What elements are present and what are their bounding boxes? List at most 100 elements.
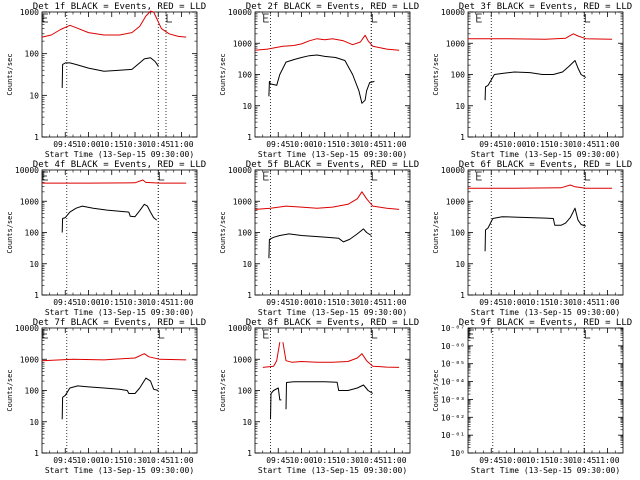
y-tick-label: 10 (29, 418, 39, 427)
x-tick-label: 10:15 (100, 456, 124, 465)
series-events-line (61, 203, 158, 233)
plot-frame (467, 11, 624, 138)
y-tick-label: 1000 (446, 39, 465, 48)
y-tick-label: 1000 (20, 197, 39, 206)
y-axis-label: Counts/sec (219, 53, 227, 95)
x-tick-label: 10:45 (359, 140, 383, 149)
series-lld-line (282, 342, 400, 368)
series-lld-line (41, 10, 187, 38)
y-tick-label: 10⁻⁰¹ (441, 431, 465, 440)
y-tick-label: 10 (455, 102, 465, 111)
y-tick-label: 10⁻⁰⁶ (441, 342, 465, 351)
plot-frame (41, 327, 198, 454)
panel-title: Det 1f BLACK = Events, RED = LLD (33, 2, 206, 12)
x-tick-label: 10:45 (146, 298, 170, 307)
y-tick-label: 10000 (441, 8, 465, 17)
x-tick-label: 10:45 (572, 298, 596, 307)
end-marker-glyph (371, 330, 378, 339)
x-tick-label: 09:45 (266, 456, 290, 465)
x-tick-label: 10:30 (123, 298, 147, 307)
panel-det-5: Det 5f BLACK = Events, RED = LLD Counts/s… (219, 160, 419, 317)
x-tick-label: 10:15 (526, 140, 550, 149)
panel-title: Det 9f BLACK = Events, RED = LLD (459, 318, 632, 328)
plot-frame (254, 11, 411, 138)
y-tick-label: 1 (247, 449, 252, 458)
start-marker-glyph (263, 171, 269, 181)
start-marker-glyph (42, 329, 48, 339)
x-tick-label: 10:00 (502, 140, 526, 149)
x-tick-label: 10:45 (572, 140, 596, 149)
x-tick-label: 09:45 (53, 298, 77, 307)
y-tick-label: 10 (242, 260, 252, 269)
y-tick-label: 100 (238, 229, 253, 238)
start-marker-glyph (263, 13, 269, 23)
y-tick-label: 100 (451, 229, 466, 238)
y-tick-label: 1 (247, 291, 252, 300)
x-tick-label: 10:00 (76, 298, 100, 307)
x-axis-label: Start Time (13-Sep-15 09:30:00) (258, 466, 407, 475)
x-axis-label: Start Time (13-Sep-15 09:30:00) (258, 150, 407, 159)
y-tick-label: 100 (25, 387, 40, 396)
y-tick-label: 10⁻⁰⁴ (441, 378, 465, 387)
x-tick-label: 10:15 (526, 456, 550, 465)
y-axis-label: Counts/sec (6, 211, 14, 253)
series-lld-line (468, 184, 613, 189)
x-axis-label: Start Time (13-Sep-15 09:30:00) (258, 308, 407, 317)
x-axis-label: Start Time (13-Sep-15 09:30:00) (471, 466, 620, 475)
x-tick-label: 10:30 (336, 298, 360, 307)
y-tick-label: 10 (242, 418, 252, 427)
y-axis-label: Counts/sec (432, 211, 440, 253)
x-tick-label: 10:30 (336, 140, 360, 149)
start-marker-glyph (42, 13, 48, 23)
x-tick-label: 10:15 (526, 298, 550, 307)
y-tick-label: 100 (238, 71, 253, 80)
start-marker-glyph (476, 171, 482, 181)
y-axis-label: Counts/sec (219, 211, 227, 253)
start-marker-glyph (476, 13, 482, 23)
x-tick-label: 10:45 (359, 456, 383, 465)
x-axis-label: Start Time (13-Sep-15 09:30:00) (45, 150, 194, 159)
x-tick-label: 11:00 (169, 298, 193, 307)
y-tick-label: 1 (34, 133, 39, 142)
x-tick-label: 10:30 (549, 298, 573, 307)
panel-det-9: Det 9f BLACK = Events, RED = LLD Counts/s… (432, 318, 632, 475)
panel-det-3: Det 3f BLACK = Events, RED = LLD Counts/s… (432, 2, 632, 159)
x-tick-label: 10:00 (76, 456, 100, 465)
x-tick-label: 10:45 (572, 456, 596, 465)
series-lld-line (262, 342, 281, 368)
x-tick-label: 09:45 (479, 456, 503, 465)
x-tick-label: 09:45 (266, 298, 290, 307)
y-tick-label: 100 (451, 71, 466, 80)
y-tick-label: 1 (34, 291, 39, 300)
start-marker-glyph (263, 329, 269, 339)
end-marker-glyph (166, 14, 172, 23)
y-tick-label: 10⁻⁰³ (441, 395, 465, 404)
end-marker-glyph (158, 330, 165, 339)
x-tick-label: 10:00 (289, 298, 313, 307)
x-tick-label: 10:15 (100, 298, 124, 307)
x-tick-label: 10:30 (549, 456, 573, 465)
y-tick-label: 1000 (446, 197, 465, 206)
x-tick-label: 10:45 (146, 456, 170, 465)
end-marker-glyph (584, 330, 591, 339)
x-tick-label: 10:30 (549, 140, 573, 149)
panel-title: Det 2f BLACK = Events, RED = LLD (246, 2, 419, 12)
start-marker-glyph (42, 171, 48, 181)
end-marker-glyph (371, 14, 378, 23)
x-tick-label: 11:00 (595, 456, 619, 465)
x-tick-label: 10:00 (502, 456, 526, 465)
series-events-line (268, 54, 375, 104)
y-tick-label: 100 (25, 50, 40, 59)
plot-frame (254, 327, 411, 454)
panel-title: Det 6f BLACK = Events, RED = LLD (459, 160, 632, 170)
x-tick-label: 10:00 (289, 456, 313, 465)
x-tick-label: 09:45 (479, 298, 503, 307)
y-tick-label: 10 (455, 260, 465, 269)
panel-det-2: Det 2f BLACK = Events, RED = LLD Counts/s… (219, 2, 419, 159)
x-tick-label: 10:15 (313, 140, 337, 149)
x-tick-label: 10:00 (76, 140, 100, 149)
series-lld-line (468, 33, 613, 40)
plot-frame (467, 327, 624, 454)
plot-frame (467, 169, 624, 296)
